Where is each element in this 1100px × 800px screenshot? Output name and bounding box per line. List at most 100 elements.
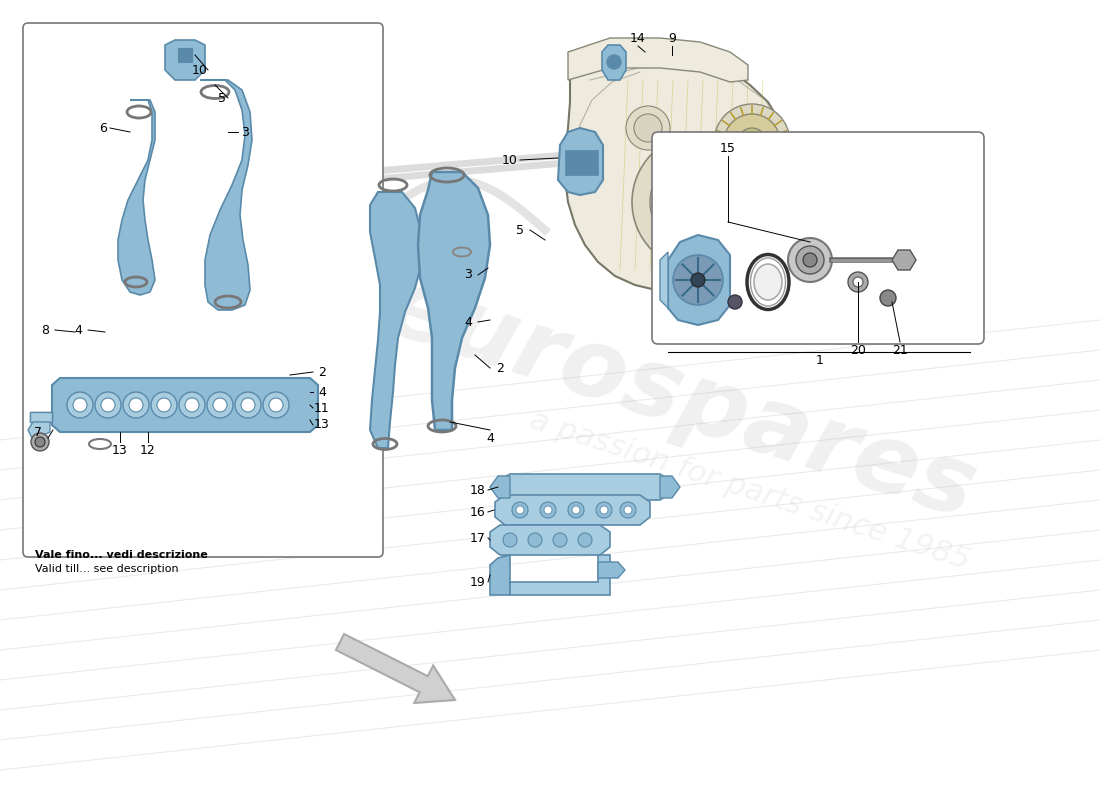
Circle shape [691, 273, 705, 287]
Polygon shape [370, 192, 422, 448]
Circle shape [578, 533, 592, 547]
Text: 21: 21 [892, 343, 907, 357]
Text: 3: 3 [241, 126, 249, 138]
Text: 10: 10 [192, 63, 208, 77]
Text: 14: 14 [630, 31, 646, 45]
Circle shape [607, 55, 621, 69]
Text: 9: 9 [668, 31, 675, 45]
Text: 19: 19 [470, 575, 486, 589]
Text: 5: 5 [516, 223, 524, 237]
Circle shape [880, 290, 896, 306]
Circle shape [67, 392, 94, 418]
Text: 2: 2 [318, 366, 326, 378]
Circle shape [848, 272, 868, 292]
Polygon shape [30, 412, 52, 422]
Text: Vale fino... vedi descrizione: Vale fino... vedi descrizione [35, 550, 208, 560]
Circle shape [688, 190, 712, 214]
Circle shape [796, 246, 824, 274]
Circle shape [73, 398, 87, 412]
Circle shape [572, 506, 580, 514]
Text: 7: 7 [34, 426, 42, 438]
Polygon shape [165, 40, 205, 80]
Circle shape [634, 114, 662, 142]
Circle shape [553, 533, 566, 547]
Text: 6: 6 [99, 122, 107, 134]
Circle shape [503, 533, 517, 547]
Text: 17: 17 [470, 531, 486, 545]
Polygon shape [490, 525, 610, 555]
Circle shape [650, 152, 750, 252]
Circle shape [568, 502, 584, 518]
Circle shape [35, 437, 45, 447]
Circle shape [270, 398, 283, 412]
Circle shape [207, 392, 233, 418]
Circle shape [101, 398, 116, 412]
FancyBboxPatch shape [23, 23, 383, 557]
Text: 5: 5 [218, 91, 226, 105]
Polygon shape [565, 150, 598, 175]
Polygon shape [200, 80, 252, 310]
Circle shape [624, 506, 632, 514]
Circle shape [724, 114, 780, 170]
Text: 4: 4 [464, 315, 472, 329]
Text: 20: 20 [850, 343, 866, 357]
Text: 11: 11 [315, 402, 330, 414]
Circle shape [714, 104, 790, 180]
Circle shape [95, 392, 121, 418]
Circle shape [528, 533, 542, 547]
Polygon shape [490, 555, 510, 595]
Circle shape [673, 255, 723, 305]
Circle shape [157, 398, 170, 412]
Circle shape [185, 398, 199, 412]
FancyBboxPatch shape [652, 132, 984, 344]
Text: 1: 1 [816, 354, 824, 366]
Polygon shape [498, 474, 672, 500]
Circle shape [803, 253, 817, 267]
Circle shape [151, 392, 177, 418]
Circle shape [129, 398, 143, 412]
Circle shape [724, 212, 780, 268]
Circle shape [235, 392, 261, 418]
Circle shape [852, 277, 864, 287]
Polygon shape [118, 100, 155, 295]
Circle shape [213, 398, 227, 412]
Polygon shape [565, 45, 790, 292]
Polygon shape [668, 235, 730, 325]
Polygon shape [660, 476, 680, 498]
Circle shape [512, 502, 528, 518]
Circle shape [620, 502, 636, 518]
Circle shape [263, 392, 289, 418]
Polygon shape [660, 252, 668, 308]
Polygon shape [30, 412, 52, 422]
Circle shape [31, 433, 50, 451]
Text: 15: 15 [720, 142, 736, 154]
Text: 13: 13 [112, 443, 128, 457]
Circle shape [544, 506, 552, 514]
Circle shape [123, 392, 148, 418]
Circle shape [738, 128, 766, 156]
Circle shape [600, 506, 608, 514]
Text: 13: 13 [315, 418, 330, 431]
Text: 12: 12 [140, 443, 156, 457]
Ellipse shape [754, 264, 782, 300]
Polygon shape [892, 250, 916, 270]
Circle shape [827, 294, 843, 310]
Text: 4: 4 [486, 431, 494, 445]
Polygon shape [52, 378, 318, 432]
Text: a passion for parts since 1985: a passion for parts since 1985 [526, 405, 974, 575]
Text: 8: 8 [41, 323, 50, 337]
Circle shape [788, 238, 832, 282]
Text: 4: 4 [74, 323, 81, 337]
FancyArrow shape [336, 634, 455, 703]
Text: Valid till... see description: Valid till... see description [35, 564, 178, 574]
Circle shape [632, 134, 768, 270]
Polygon shape [602, 45, 626, 80]
Polygon shape [178, 48, 192, 62]
Polygon shape [490, 476, 510, 498]
Polygon shape [598, 562, 625, 578]
Circle shape [734, 222, 770, 258]
Circle shape [179, 392, 205, 418]
Circle shape [596, 502, 612, 518]
Circle shape [516, 506, 524, 514]
Polygon shape [568, 38, 748, 82]
